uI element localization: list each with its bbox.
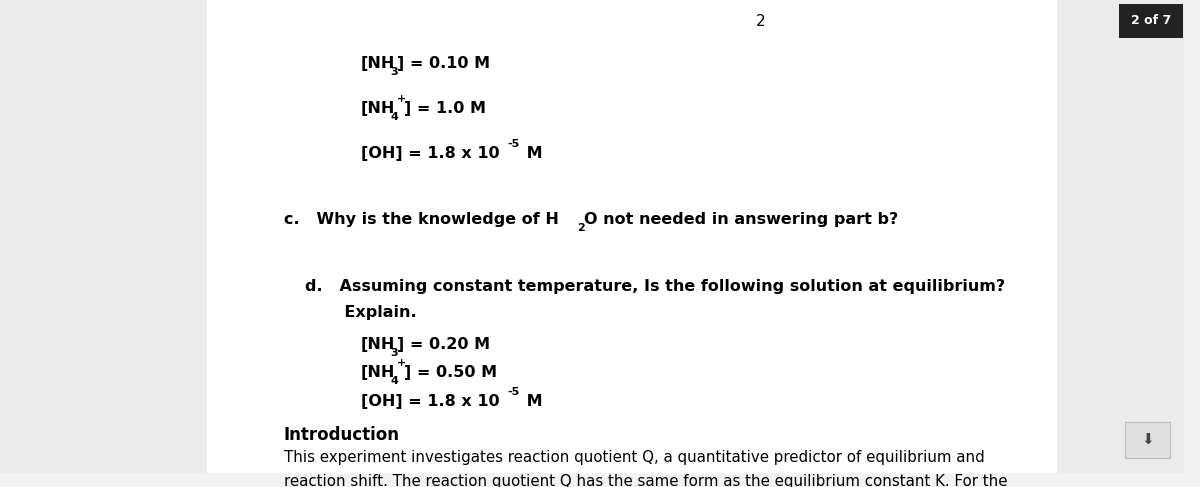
Bar	[0, 0, 208, 472]
Text: [NH: [NH	[361, 365, 395, 380]
Bar	[208, 0, 1056, 472]
Text: 3: 3	[390, 348, 398, 358]
Text: This experiment investigates reaction quotient Q, a quantitative predictor of eq: This experiment investigates reaction qu…	[284, 450, 985, 466]
Text: 2: 2	[756, 14, 766, 29]
Text: Introduction: Introduction	[284, 426, 400, 444]
Text: 2 of 7: 2 of 7	[1132, 14, 1171, 27]
Text: ] = 0.10 M: ] = 0.10 M	[397, 56, 490, 71]
Text: 4: 4	[390, 376, 398, 386]
Text: [OH] = 1.8 x 10: [OH] = 1.8 x 10	[361, 146, 499, 161]
Text: -5: -5	[508, 387, 520, 397]
Text: ⬇: ⬇	[1141, 432, 1154, 448]
FancyBboxPatch shape	[1120, 4, 1183, 38]
Text: ] = 0.50 M: ] = 0.50 M	[404, 365, 497, 380]
Text: [OH] = 1.8 x 10: [OH] = 1.8 x 10	[361, 393, 499, 409]
Text: [NH: [NH	[361, 56, 395, 71]
Text: reaction shift. The reaction quotient Q has the same form as the equilibrium con: reaction shift. The reaction quotient Q …	[284, 474, 1008, 487]
Text: 3: 3	[390, 67, 398, 77]
Text: [NH: [NH	[361, 337, 395, 352]
Text: +: +	[397, 358, 407, 369]
Text: +: +	[397, 94, 407, 104]
Text: d.   Assuming constant temperature, Is the following solution at equilibrium?: d. Assuming constant temperature, Is the…	[305, 280, 1006, 295]
Text: M: M	[521, 393, 542, 409]
Text: ] = 1.0 M: ] = 1.0 M	[404, 101, 486, 116]
Text: 2: 2	[577, 223, 584, 233]
Text: ] = 0.20 M: ] = 0.20 M	[397, 337, 490, 352]
Text: M: M	[521, 146, 542, 161]
Text: Explain.: Explain.	[305, 305, 416, 320]
Bar	[1056, 0, 1183, 472]
Text: -5: -5	[508, 139, 520, 149]
Text: c.   Why is the knowledge of H: c. Why is the knowledge of H	[284, 212, 559, 227]
Text: O not needed in answering part b?: O not needed in answering part b?	[583, 212, 898, 227]
Text: 4: 4	[390, 112, 398, 122]
FancyBboxPatch shape	[1126, 422, 1170, 458]
Text: [NH: [NH	[361, 101, 395, 116]
